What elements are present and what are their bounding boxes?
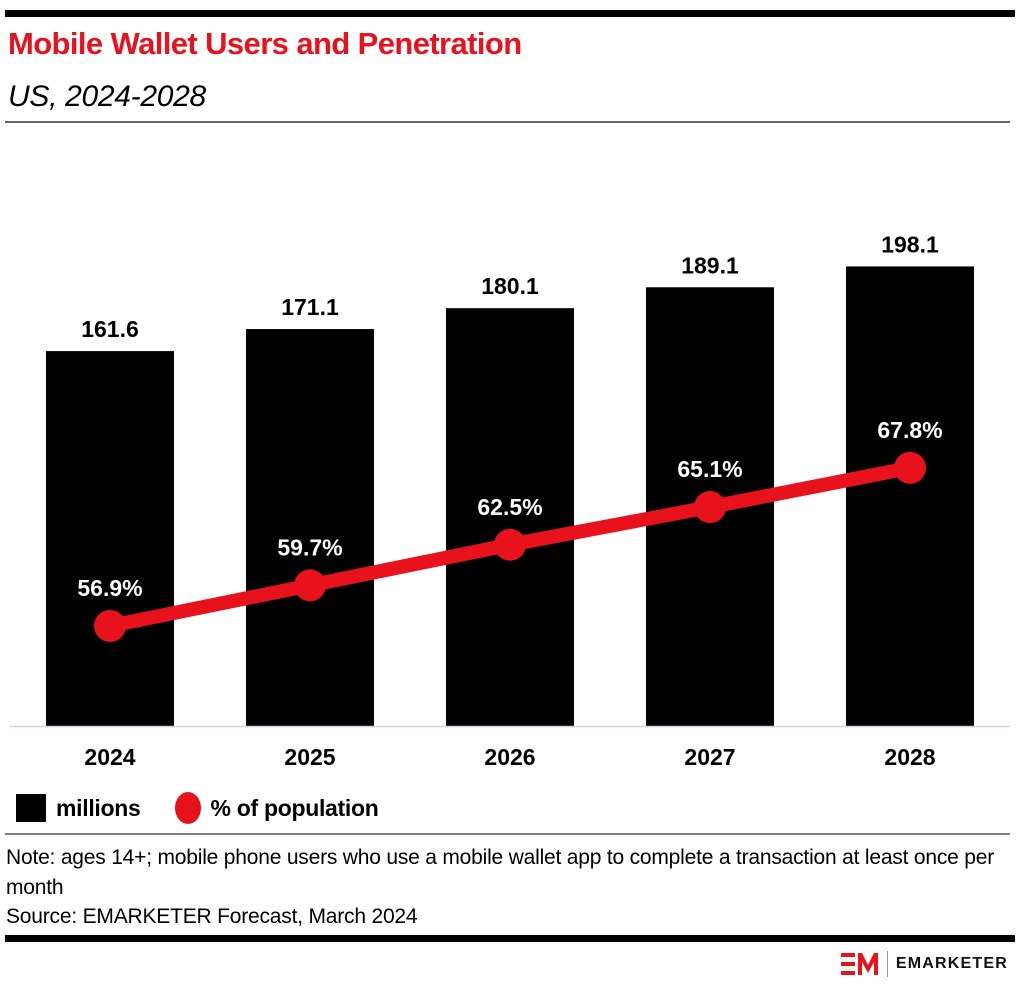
penetration-point-2024 [94,609,126,642]
line-value-label: 56.9% [77,575,142,601]
x-tick-label: 2028 [884,744,935,770]
bars-layer [46,266,974,726]
bar-2028 [846,266,974,726]
legend-label: % of population [210,794,379,821]
logo-separator [886,951,888,977]
square-icon [16,794,46,822]
legend-label: millions [56,794,141,821]
line-value-label: 59.7% [277,534,342,560]
penetration-point-2025 [294,569,326,602]
labels-layer: 161.6 2024 171.1 2025 180.1 2026 189.1 2027 198.… [77,231,942,770]
line-layer [94,451,926,642]
line-value-label: 62.5% [477,494,542,520]
line-value-label: 67.8% [877,417,942,443]
brand-logo: EMARKETER [840,950,1008,978]
bar-value-label: 189.1 [681,252,739,278]
bar-value-label: 198.1 [881,231,939,257]
legend-item-percent: % of population [174,792,379,824]
legend-divider [5,833,1010,835]
x-tick-label: 2024 [84,744,135,770]
footnote: Note: ages 14+; mobile phone users who u… [6,846,994,899]
bar-value-label: 171.1 [281,294,339,320]
subtitle-divider [5,121,1010,123]
penetration-point-2026 [494,528,526,561]
circle-icon [174,792,201,824]
bar-value-label: 161.6 [81,316,139,342]
x-tick-label: 2025 [284,744,335,770]
bottom-rule [5,935,1015,942]
line-value-label: 65.1% [677,456,742,482]
emarketer-logo-icon [840,953,878,975]
chart-title: Mobile Wallet Users and Penetration [8,26,522,61]
bar-2024 [46,351,174,726]
brand-name: EMARKETER [895,955,1008,972]
legend-item-millions: millions [16,794,141,822]
x-tick-label: 2026 [484,744,535,770]
top-rule [5,10,1015,17]
bar-value-label: 180.1 [481,273,539,299]
source-note: Source: EMARKETER Forecast, March 2024 [6,905,418,928]
chart-area: 161.6 2024 171.1 2025 180.1 2026 189.1 2027 198.… [10,231,1010,770]
chart-subtitle: US, 2024-2028 [8,80,206,113]
x-tick-label: 2027 [684,744,735,770]
penetration-point-2027 [694,491,726,524]
bar-2025 [246,329,374,726]
penetration-point-2028 [894,451,926,484]
legend: millions % of population [16,790,412,826]
bar-2026 [446,308,574,726]
